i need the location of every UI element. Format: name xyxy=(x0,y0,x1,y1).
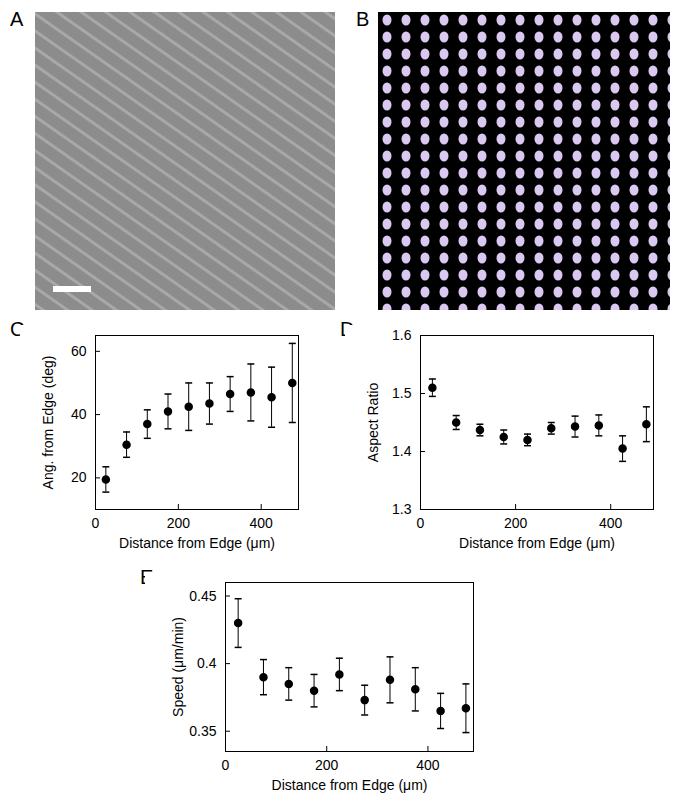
svg-text:1.4: 1.4 xyxy=(392,443,412,459)
svg-text:200: 200 xyxy=(504,515,528,531)
svg-text:Aspect Ratio: Aspect Ratio xyxy=(365,383,381,463)
svg-text:200: 200 xyxy=(315,757,339,773)
svg-text:Speed (μm/min): Speed (μm/min) xyxy=(170,617,186,717)
svg-text:1.5: 1.5 xyxy=(392,385,412,401)
svg-text:0.45: 0.45 xyxy=(189,588,216,604)
html-text:A: A xyxy=(10,8,24,30)
svg-text:0: 0 xyxy=(222,757,230,773)
svg-text:Distance from Edge (μm): Distance from Edge (μm) xyxy=(272,777,428,793)
svg-text:1.3: 1.3 xyxy=(392,501,412,517)
svg-text:Distance from Edge (μm): Distance from Edge (μm) xyxy=(459,535,615,551)
html-text:C: C xyxy=(10,318,25,340)
svg-text:40: 40 xyxy=(71,406,87,422)
html-text:E: E xyxy=(140,566,154,588)
svg-text:0: 0 xyxy=(92,515,100,531)
html-text:B: B xyxy=(356,8,370,30)
svg-text:20: 20 xyxy=(71,469,87,485)
svg-text:400: 400 xyxy=(416,757,440,773)
svg-text:0.4: 0.4 xyxy=(197,655,217,671)
html-text:D: D xyxy=(340,318,355,340)
svg-text:400: 400 xyxy=(250,515,274,531)
svg-text:0.35: 0.35 xyxy=(189,723,216,739)
svg-text:0: 0 xyxy=(417,515,425,531)
svg-text:400: 400 xyxy=(599,515,623,531)
svg-text:60: 60 xyxy=(71,343,87,359)
svg-text:1.6: 1.6 xyxy=(392,327,412,343)
svg-text:Ang. from Edge (deg): Ang. from Edge (deg) xyxy=(40,356,56,490)
svg-text:200: 200 xyxy=(167,515,191,531)
svg-text:Distance from Edge (μm): Distance from Edge (μm) xyxy=(119,535,275,551)
